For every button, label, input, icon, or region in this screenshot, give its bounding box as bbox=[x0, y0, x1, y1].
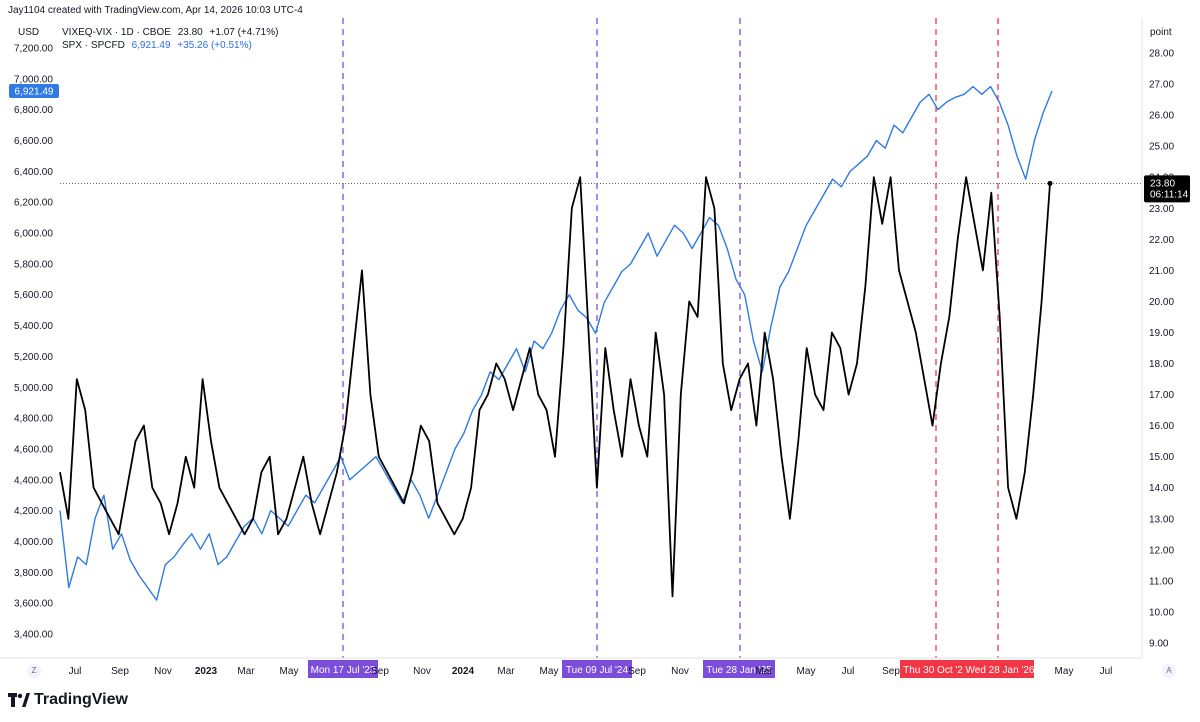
vertical-marker-label: Wed 28 Jan '26 bbox=[966, 665, 1035, 676]
vix-series-line bbox=[59, 176, 1051, 598]
legend-vix-value: 23.80 bbox=[177, 27, 203, 38]
legend-spx-value: 6,921.49 bbox=[131, 40, 171, 51]
zoom-button[interactable]: Z bbox=[27, 664, 41, 678]
spx-series-line bbox=[59, 85, 1053, 601]
vertical-marker-badge bbox=[900, 660, 966, 678]
left-axis-tick-label: 4,600.00 bbox=[14, 444, 53, 455]
right-axis-tick-label: 25.00 bbox=[1149, 142, 1174, 153]
left-axis-tick-label: 5,000.00 bbox=[14, 383, 53, 394]
right-axis-tick-label: 11.00 bbox=[1149, 576, 1174, 587]
left-axis-unit: USD bbox=[18, 27, 40, 38]
legend-vix-row[interactable]: VIXEQ-VIX · 1D · CBOE 23.80 +1.07 (+4.71… bbox=[62, 26, 278, 39]
right-axis-tick-label: 16.00 bbox=[1149, 421, 1174, 432]
left-axis-tick-label: 4,400.00 bbox=[14, 475, 53, 486]
vix-countdown-label: 06:11:14 bbox=[1150, 189, 1189, 200]
right-axis-unit: point bbox=[1150, 27, 1172, 38]
auto-scale-button[interactable]: A bbox=[1162, 664, 1176, 678]
time-axis-label: Sep bbox=[882, 666, 900, 677]
vix-price-badge-label: 23.80 bbox=[1150, 178, 1175, 189]
left-axis-tick-label: 6,200.00 bbox=[14, 198, 53, 209]
right-axis-tick-label: 22.00 bbox=[1149, 235, 1174, 246]
time-axis-label: May bbox=[540, 666, 559, 677]
right-axis-tick-label: 9.00 bbox=[1149, 639, 1169, 650]
time-axis-label: Jul bbox=[1100, 666, 1113, 677]
tradingview-logo[interactable]: TradingView bbox=[8, 691, 128, 709]
time-axis-label: Sep bbox=[628, 666, 646, 677]
chart-axes: 7,200.00 7,000.00 6,800.00 6,600.00 6,400.00… bbox=[0, 18, 1174, 677]
left-axis-tick-label: 6,600.00 bbox=[14, 136, 53, 147]
time-axis-label: 2023 bbox=[195, 666, 218, 677]
left-axis-tick-label: 5,600.00 bbox=[14, 290, 53, 301]
vertical-marker-badge bbox=[562, 660, 632, 678]
legend-spx-row[interactable]: SPX · SPCFD 6,921.49 +35.26 (+0.51%) bbox=[62, 39, 278, 52]
left-axis-tick-label: 4,000.00 bbox=[14, 537, 53, 548]
right-axis-tick-label: 21.00 bbox=[1149, 266, 1174, 277]
left-axis-tick-label: 5,800.00 bbox=[14, 259, 53, 270]
right-axis-tick-label: 17.00 bbox=[1149, 390, 1174, 401]
left-axis-tick-label: 7,200.00 bbox=[14, 44, 53, 55]
time-axis-label: Mar bbox=[237, 666, 255, 677]
spx-price-badge bbox=[9, 83, 59, 98]
left-axis-tick-label: 6,800.00 bbox=[14, 105, 53, 116]
right-axis-tick-label: 28.00 bbox=[1149, 49, 1174, 60]
vertical-marker-label: Mon 17 Jul '23 bbox=[311, 665, 376, 676]
right-axis-tick-label: 19.00 bbox=[1149, 328, 1174, 339]
left-axis-tick-label: 4,800.00 bbox=[14, 414, 53, 425]
left-axis-tick-label: 5,200.00 bbox=[14, 352, 53, 363]
time-axis-label: Sep bbox=[111, 666, 129, 677]
right-axis-tick-label: 27.00 bbox=[1149, 80, 1174, 91]
left-axis-tick-label: 5,400.00 bbox=[14, 321, 53, 332]
spx-price-badge-label: 6,921.49 bbox=[15, 86, 54, 97]
time-axis-label: May bbox=[1055, 666, 1074, 677]
left-axis-tick-label: 7,000.00 bbox=[14, 74, 53, 85]
legend: VIXEQ-VIX · 1D · CBOE 23.80 +1.07 (+4.71… bbox=[62, 26, 278, 52]
left-axis-tick-label: 6,400.00 bbox=[14, 167, 53, 178]
right-axis-tick-label: 23.00 bbox=[1149, 204, 1174, 215]
tradingview-logo-icon bbox=[8, 693, 30, 707]
right-axis-tick-label: 12.00 bbox=[1149, 545, 1174, 556]
left-axis-tick-label: 4,200.00 bbox=[14, 506, 53, 517]
time-axis-label: Nov bbox=[154, 666, 172, 677]
left-axis-tick-label: 3,600.00 bbox=[14, 599, 53, 610]
right-axis-tick-label: 26.00 bbox=[1149, 111, 1174, 122]
right-axis-tick-label: 10.00 bbox=[1149, 607, 1174, 618]
vertical-markers: Mon 17 Jul '23 Tue 09 Jul '24 Tue 28 Jan '… bbox=[308, 18, 1035, 678]
vix-last-point bbox=[1047, 180, 1053, 186]
right-axis-tick-label: 18.00 bbox=[1149, 359, 1174, 370]
right-axis-tick-label: 20.00 bbox=[1149, 297, 1174, 308]
vix-price-badge bbox=[1144, 175, 1190, 203]
vertical-marker-label: Tue 09 Jul '24 bbox=[566, 665, 629, 676]
tradingview-logo-text: TradingView bbox=[34, 691, 128, 708]
legend-vix-change: +1.07 (+4.71%) bbox=[209, 27, 279, 38]
vertical-marker-badge bbox=[308, 660, 378, 678]
time-axis-label: Sep bbox=[371, 666, 389, 677]
right-axis-tick-label: 14.00 bbox=[1149, 483, 1174, 494]
time-axis-label: Mar bbox=[755, 666, 773, 677]
left-axis-tick-label: 6,000.00 bbox=[14, 229, 53, 240]
time-axis-label: 2024 bbox=[452, 666, 475, 677]
legend-spx-change: +35.26 (+0.51%) bbox=[177, 40, 252, 51]
created-by-line: Jay1104 created with TradingView.com, Ap… bbox=[8, 5, 303, 16]
legend-vix-name: VIXEQ-VIX · 1D · CBOE bbox=[62, 27, 171, 38]
vertical-marker-badge bbox=[703, 660, 775, 678]
chart-series bbox=[59, 85, 1053, 601]
legend-spx-name: SPX · SPCFD bbox=[62, 40, 125, 51]
left-axis-tick-label: 3,400.00 bbox=[14, 630, 53, 641]
time-axis-label: Nov bbox=[413, 666, 431, 677]
vertical-marker-label: Thu 30 Oct '2 bbox=[903, 665, 963, 676]
vertical-marker-badge bbox=[966, 660, 1034, 678]
vertical-marker-label: Tue 28 Jan '25 bbox=[706, 665, 772, 676]
time-axis-label: Mar bbox=[497, 666, 515, 677]
left-axis-tick-label: 3,800.00 bbox=[14, 568, 53, 579]
time-axis-label: May bbox=[797, 666, 816, 677]
right-axis-tick-label: 15.00 bbox=[1149, 452, 1174, 463]
time-axis-label: May bbox=[280, 666, 299, 677]
right-axis-tick-label: 13.00 bbox=[1149, 514, 1174, 525]
time-axis-label: Jul bbox=[69, 666, 82, 677]
time-axis-label: Jul bbox=[842, 666, 855, 677]
time-axis-label: Nov bbox=[671, 666, 689, 677]
